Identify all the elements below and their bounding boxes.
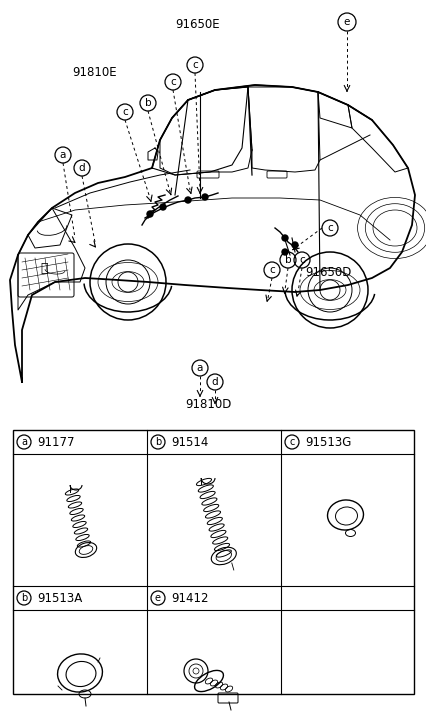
Text: 91650D: 91650D [304, 265, 351, 278]
Text: a: a [21, 437, 27, 447]
Text: c: c [122, 107, 127, 117]
Circle shape [160, 204, 166, 210]
Text: b: b [284, 255, 291, 265]
Text: c: c [170, 77, 176, 87]
Text: 91810E: 91810E [72, 65, 117, 79]
Text: 91513G: 91513G [304, 435, 351, 449]
Text: 91514: 91514 [170, 435, 208, 449]
Text: d: d [78, 163, 85, 173]
Circle shape [291, 242, 297, 248]
Text: Ⓗ: Ⓗ [40, 262, 48, 275]
Text: 91177: 91177 [37, 435, 74, 449]
Circle shape [201, 194, 207, 200]
Circle shape [184, 197, 190, 203]
Text: e: e [343, 17, 349, 27]
Bar [13, 430, 413, 694]
Text: 91650E: 91650E [175, 18, 220, 31]
Text: c: c [326, 223, 332, 233]
Text: c: c [268, 265, 274, 275]
Text: 91810D: 91810D [184, 398, 230, 411]
Text: b: b [21, 593, 27, 603]
Circle shape [281, 235, 287, 241]
Text: c: c [289, 437, 294, 447]
Text: 91412: 91412 [170, 592, 208, 604]
Text: e: e [155, 593, 161, 603]
Text: a: a [196, 363, 203, 373]
Text: 91513A: 91513A [37, 592, 82, 604]
Text: b: b [155, 437, 161, 447]
Text: d: d [211, 377, 218, 387]
Text: a: a [60, 150, 66, 160]
Text: c: c [192, 60, 197, 70]
Text: b: b [144, 98, 151, 108]
Text: c: c [299, 255, 304, 265]
Circle shape [281, 249, 287, 255]
Circle shape [147, 211, 153, 217]
